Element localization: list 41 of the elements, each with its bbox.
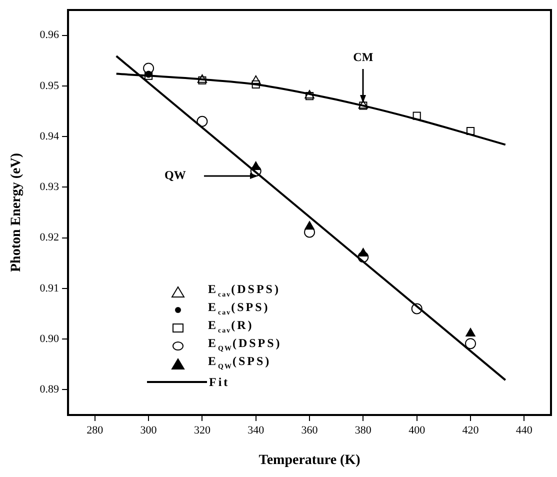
- y-tick-label: 0.91: [40, 282, 60, 294]
- x-tick-label: 380: [354, 424, 372, 436]
- annotation: CM: [353, 50, 374, 64]
- y-tick-label: 0.92: [40, 232, 60, 244]
- y-tick-label: 0.93: [40, 181, 60, 194]
- point: [465, 338, 476, 350]
- point: [198, 76, 206, 84]
- legend-label: E$_{cav}$(R): [208, 318, 254, 335]
- y-tick-label: 0.89: [40, 384, 60, 396]
- point: [196, 116, 208, 127]
- point: [304, 90, 314, 99]
- point: [412, 112, 421, 120]
- point: [197, 74, 208, 83]
- y-tick-label: 0.95: [40, 80, 60, 92]
- y-tick-label: 0.96: [40, 29, 60, 42]
- x-axis-title: Temperature (K): [258, 453, 361, 468]
- point: [252, 80, 260, 88]
- y-tick-label: 0.94: [40, 130, 60, 142]
- x-tick-label: 300: [140, 424, 158, 436]
- legend-label: E$_{QW}$(SPS): [208, 353, 272, 373]
- y-tick-label: 0.90: [40, 332, 60, 345]
- x-tick-label: 440: [516, 424, 533, 436]
- legend-label: E$_{cav}$(DSPS): [208, 282, 280, 299]
- legend-label: E$_{QW}$(DSPS): [208, 336, 282, 353]
- legend-label: Fit: [209, 374, 230, 391]
- x-tick-label: 280: [86, 424, 104, 436]
- legend-label: E$_{cav}$(SPS): [208, 300, 270, 317]
- point: [466, 126, 475, 136]
- x-tick-label: 420: [462, 424, 480, 436]
- x-tick-label: 320: [194, 424, 211, 436]
- point: [305, 92, 314, 100]
- point: [143, 62, 154, 74]
- point: [466, 328, 476, 336]
- point: [251, 75, 261, 84]
- point: [411, 303, 422, 314]
- point: [358, 252, 369, 263]
- x-tick-label: 340: [248, 424, 265, 436]
- x-tick-label: 360: [301, 424, 318, 436]
- y-axis-title: Photon Energy (eV): [9, 152, 24, 272]
- annotation: QW: [164, 168, 186, 182]
- x-tick-label: 400: [408, 424, 426, 436]
